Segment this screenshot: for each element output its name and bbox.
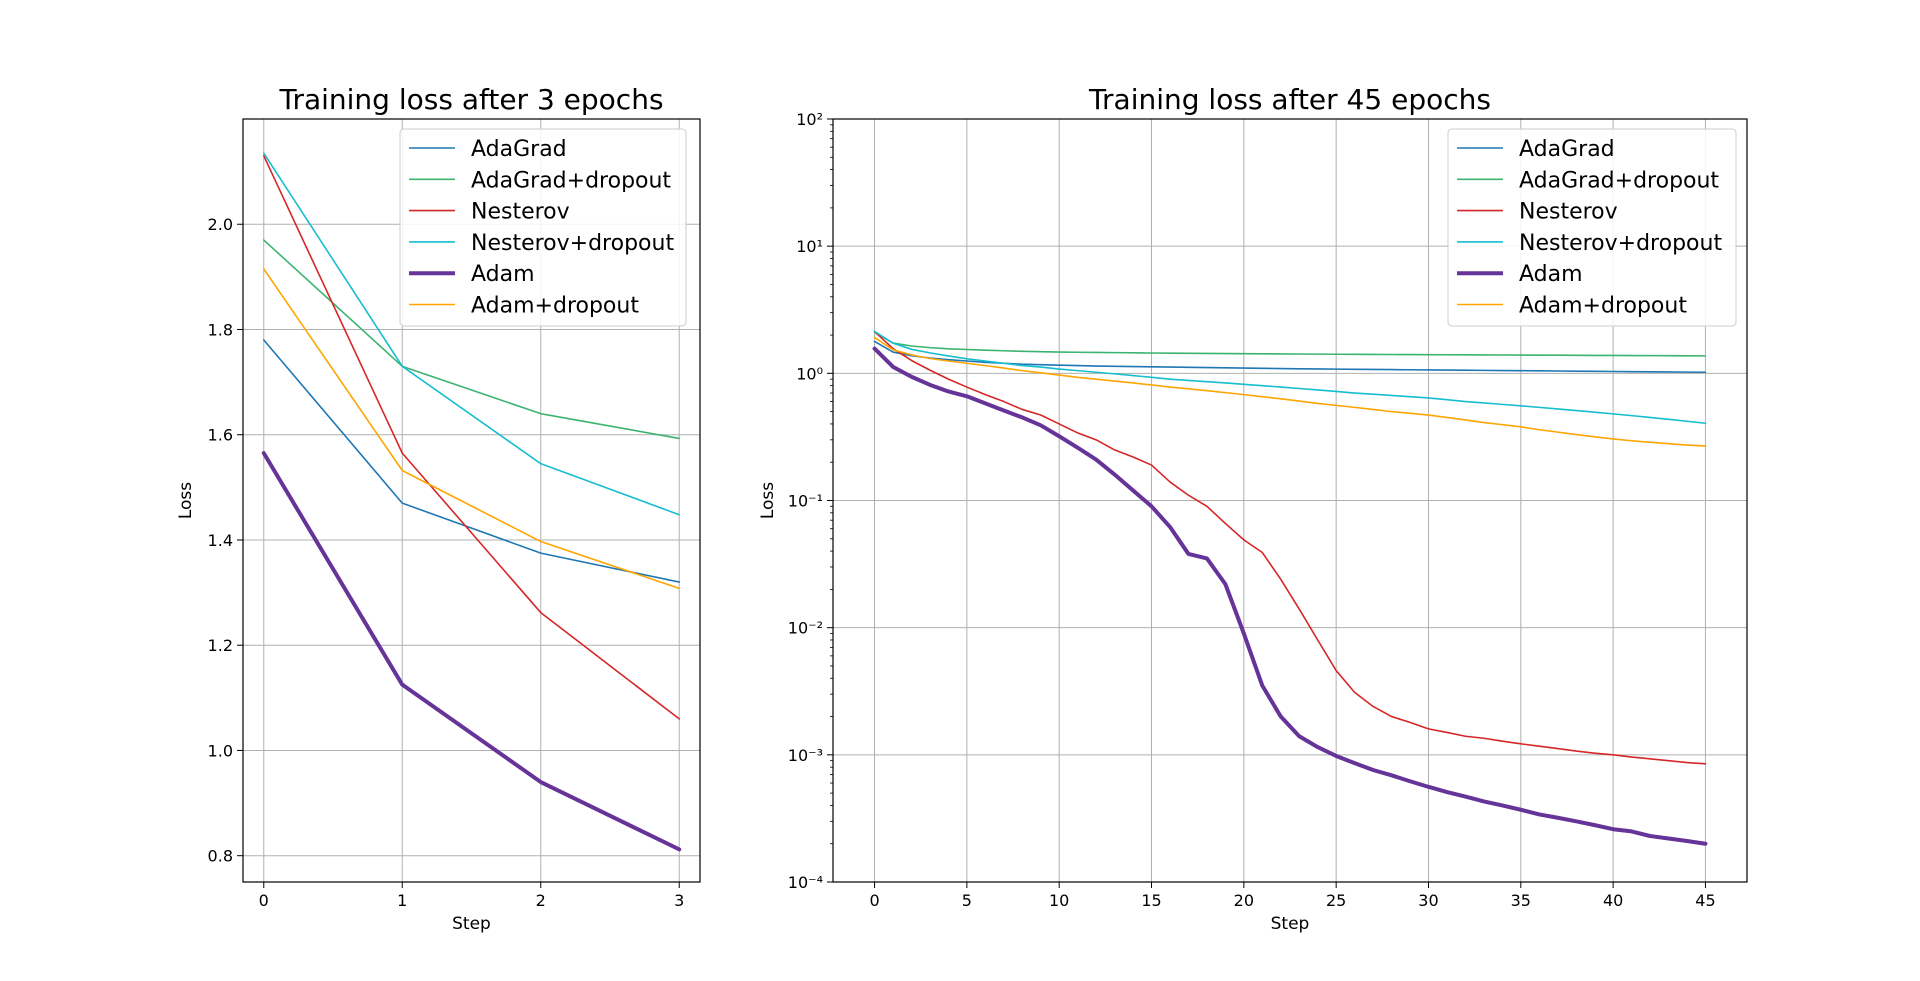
series-line-adam-dropout: [873, 336, 1707, 447]
series-line-adagrad-dropout: [873, 331, 1707, 357]
x-tick-label: 35: [1511, 891, 1531, 910]
x-axis-label: Step: [452, 914, 491, 934]
x-tick-label: 10: [1049, 891, 1069, 910]
legend: AdaGrad AdaGrad+dropout Nesterov Nesterov+d…: [1447, 128, 1737, 327]
legend-box: [1447, 128, 1737, 327]
y-tick-label: 1.6: [208, 426, 233, 445]
series-line-adam-dropout: [262, 268, 681, 590]
legend-label: Adam: [471, 262, 535, 287]
x-tick-label: 30: [1418, 891, 1438, 910]
legend-label: AdaGrad: [1519, 137, 1615, 162]
legend-label: Nesterov+dropout: [1519, 231, 1722, 256]
x-tick-label: 5: [962, 891, 972, 910]
y-axis-label: Loss: [758, 482, 778, 519]
legend-label: AdaGrad+dropout: [471, 168, 671, 193]
legend-label: AdaGrad+dropout: [1519, 168, 1719, 193]
legend-label: Nesterov+dropout: [471, 231, 674, 256]
legend-label: Adam: [1519, 262, 1583, 287]
series-line-nesterov: [873, 330, 1707, 765]
plot-frame: [242, 118, 701, 883]
series-line-nesterov-dropout: [873, 330, 1707, 425]
legend: AdaGrad AdaGrad+dropout Nesterov Nesterov+d…: [399, 128, 687, 327]
legend-label: Adam+dropout: [1519, 294, 1687, 319]
legend-label: Adam+dropout: [471, 294, 639, 319]
y-tick-label: 10⁰: [796, 364, 823, 383]
series-line-adagrad: [262, 339, 681, 583]
y-tick-label: 1.4: [208, 531, 233, 550]
chart-title: Training loss after 45 epochs: [1088, 83, 1491, 116]
x-axis-label: Step: [1271, 914, 1310, 934]
y-tick-label: 0.8: [208, 847, 233, 866]
series-line-nesterov: [262, 155, 681, 720]
y-tick-label: 1.8: [208, 320, 233, 339]
y-tick-label: 10⁻¹: [788, 492, 823, 511]
x-tick-label: 15: [1141, 891, 1161, 910]
y-tick-label: 10²: [796, 110, 823, 129]
y-tick-label: 10⁻⁴: [788, 873, 823, 892]
y-tick-label: 2.0: [208, 215, 233, 234]
chart-title: Training loss after 3 epochs: [278, 83, 663, 116]
y-tick-label: 10¹: [796, 237, 823, 256]
legend-box: [399, 128, 687, 327]
x-tick-label: 0: [869, 891, 879, 910]
x-tick-label: 2: [536, 891, 546, 910]
y-axis-label: Loss: [176, 482, 196, 519]
x-tick-label: 1: [397, 891, 407, 910]
y-tick-label: 10⁻²: [788, 619, 823, 638]
legend-label: AdaGrad: [471, 137, 567, 162]
x-tick-label: 45: [1695, 891, 1715, 910]
x-tick-label: 0: [259, 891, 269, 910]
y-tick-label: 1.0: [208, 741, 233, 760]
x-tick-label: 3: [674, 891, 684, 910]
x-tick-label: 25: [1326, 891, 1346, 910]
series-line-nesterov-dropout: [262, 152, 681, 516]
series-line-adam: [872, 346, 1708, 846]
series-line-adam: [261, 451, 682, 852]
x-tick-label: 40: [1603, 891, 1623, 910]
y-tick-label: 10⁻³: [788, 746, 823, 765]
legend-label: Nesterov: [1519, 200, 1618, 225]
x-tick-label: 20: [1234, 891, 1254, 910]
legend-label: Nesterov: [471, 200, 570, 225]
right-chart-panel: 0 5 10 15 20 25 30 35 40 45 10⁻⁴ 10⁻³ 10⁻² 10⁻¹ 10⁰ 10¹…: [758, 83, 1748, 934]
left-chart-panel: 0 1 2 3 0.8 1.0 1.2 1.4 1.6 1.8 2.0 Training loss a…: [176, 83, 701, 934]
y-tick-label: 1.2: [208, 636, 233, 655]
